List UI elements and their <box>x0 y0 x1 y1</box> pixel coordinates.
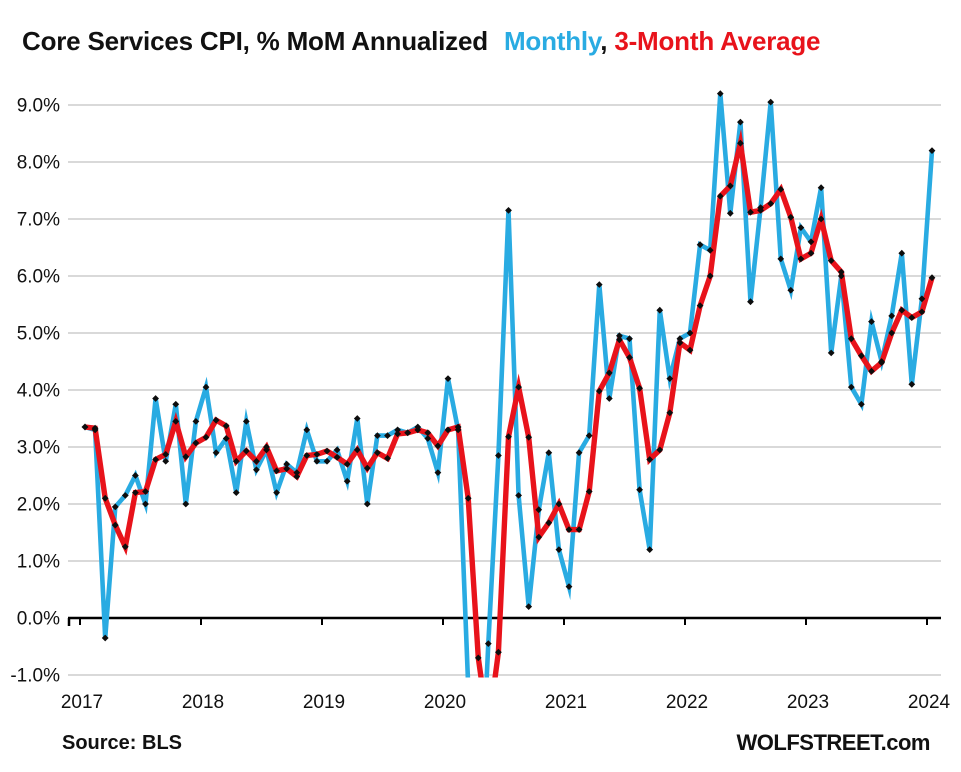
y-axis-label: 1.0% <box>17 552 60 573</box>
x-axis-label: 2022 <box>666 692 708 713</box>
x-axis-label: 2018 <box>182 692 224 713</box>
x-axis-label: 2019 <box>303 692 345 713</box>
y-axis-label: 9.0% <box>17 96 60 117</box>
chart-title: Core Services CPI, % MoM Annualized Month… <box>22 26 942 57</box>
y-axis-label: 2.0% <box>17 495 60 516</box>
source-label: Source: BLS <box>62 732 183 754</box>
y-axis-label: 6.0% <box>17 267 60 288</box>
x-axis-label: 2021 <box>545 692 587 713</box>
x-axis-label: 2017 <box>61 692 103 713</box>
y-axis-label: 3.0% <box>17 438 60 459</box>
x-axis-label: 2024 <box>908 692 951 713</box>
y-axis-label: 7.0% <box>17 210 60 231</box>
y-axis-label: -1.0% <box>10 666 60 687</box>
y-axis-label: 5.0% <box>17 324 60 345</box>
legend-monthly-label: Monthly <box>503 26 601 56</box>
chart-title-main: Core Services CPI, % MoM Annualized <box>22 26 488 56</box>
x-axis-label: 2023 <box>787 692 829 713</box>
legend-separator: , <box>600 26 615 56</box>
chart-footer: Source: BLS WOLFSTREET.com <box>0 728 961 762</box>
legend-average-label: 3-Month Average <box>614 26 821 56</box>
y-axis-label: 0.0% <box>17 609 60 630</box>
y-axis-label: 8.0% <box>17 153 60 174</box>
brand-label: WOLFSTREET.com <box>736 730 931 755</box>
x-axis-label: 2020 <box>424 692 466 713</box>
y-axis-label: 4.0% <box>17 381 60 402</box>
